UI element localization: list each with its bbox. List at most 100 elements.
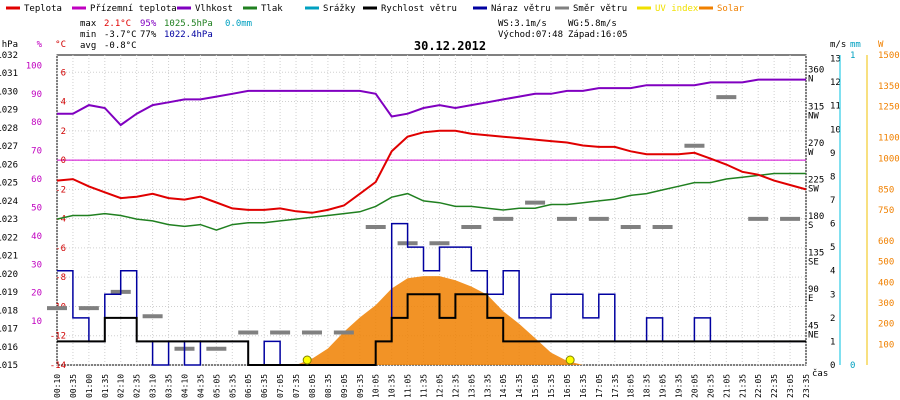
left-axis-tick: 1030 <box>0 87 18 97</box>
right-axis-tick: 1100 <box>878 134 900 144</box>
dir-tick-deg: 315 <box>808 102 824 112</box>
x-tick-label: 00:10 <box>53 374 62 398</box>
x-tick-label: 09:05 <box>340 374 349 398</box>
x-tick-label: 18:05 <box>627 374 636 398</box>
stat-max-hum: 95% <box>140 19 157 29</box>
left-axis-tick: 70 <box>31 147 42 157</box>
right-axis-tick: 0 <box>850 361 855 371</box>
dir-tick-name: NW <box>808 111 819 121</box>
x-tick-label: 14:05 <box>499 374 508 398</box>
x-tick-label: 06:35 <box>260 374 269 398</box>
wind-gust-line <box>57 222 806 366</box>
x-tick-label: 01:00 <box>85 374 94 398</box>
x-tick-label: 19:05 <box>659 374 668 398</box>
x-tick-label: 14:35 <box>515 374 524 398</box>
legend-label: Srážky <box>323 4 356 14</box>
dir-tick-name: N <box>808 75 813 85</box>
right-axis-tick: 600 <box>878 237 894 247</box>
x-tick-label: 13:35 <box>483 374 492 398</box>
x-tick-label: 20:05 <box>690 374 699 398</box>
x-tick-label: 02:35 <box>133 374 142 398</box>
legend-label: Rychlost větru <box>381 4 457 14</box>
x-tick-label: 07:35 <box>292 374 301 398</box>
x-tick-label: 17:05 <box>595 374 604 398</box>
x-tick-label: 19:35 <box>675 374 684 398</box>
right-axis-tick: 13 <box>830 55 841 65</box>
wind-wg: WG:5.8m/s <box>568 19 617 29</box>
left-axis-tick: 50 <box>31 203 42 213</box>
left-axis-tick: 6 <box>61 68 66 78</box>
right-axis-tick: 10 <box>830 125 841 135</box>
legend-label: Teplota <box>24 4 62 14</box>
sunset-marker <box>565 355 575 365</box>
left-axis-tick: -6 <box>55 244 66 254</box>
left-axis-tick: 1015 <box>0 361 18 371</box>
dir-tick-deg: 180 <box>808 212 824 222</box>
left-axis-tick: 30 <box>31 260 42 270</box>
left-axis-tick: 2 <box>61 127 66 137</box>
left-axis-tick: 1024 <box>0 197 18 207</box>
right-axis-tick: 100 <box>878 340 894 350</box>
x-tick-label: 04:35 <box>196 374 205 398</box>
x-tick-label: 12:35 <box>451 374 460 398</box>
stat-max-press: 1025.5hPa <box>164 19 213 29</box>
legend-label: Přízemní teplota <box>90 4 177 14</box>
left-axis-tick: 1023 <box>0 215 18 225</box>
dir-tick-deg: 360 <box>808 66 824 76</box>
temperature-line <box>56 129 807 214</box>
sunrise-time: Východ:07:48 <box>498 30 563 40</box>
left-axis-tick: 1027 <box>0 142 18 152</box>
right-axis-tick: 1500 <box>878 51 900 61</box>
right-axis-tick: 200 <box>878 320 894 330</box>
right-axis-tick: 1 <box>830 337 835 347</box>
x-tick-label: 22:35 <box>770 374 779 398</box>
x-tick-label: 03:35 <box>165 374 174 398</box>
right-axis-tick: 850 <box>878 185 894 195</box>
legend-label: Vlhkost <box>195 4 233 14</box>
legend-label: Tlak <box>261 4 283 14</box>
solar-area <box>57 276 806 365</box>
left-axis-tick: 100 <box>26 61 42 71</box>
right-axis-unit: W <box>878 40 884 50</box>
right-axis-tick: 1350 <box>878 82 900 92</box>
stat-avg-temp: -0.8°C <box>104 41 137 51</box>
right-axis-tick: 3 <box>830 290 835 300</box>
x-tick-label: 16:35 <box>579 374 588 398</box>
legend-label: Solar <box>717 4 745 14</box>
x-tick-label: 00:35 <box>69 374 78 398</box>
x-tick-label: 11:35 <box>420 374 429 398</box>
left-axis-tick: 60 <box>31 175 42 185</box>
dir-tick-deg: 135 <box>808 248 824 258</box>
right-axis-tick: 1 <box>850 51 855 61</box>
left-axis-tick: -8 <box>55 273 66 283</box>
right-axis-tick: 400 <box>878 278 894 288</box>
right-axis-tick: 500 <box>878 258 894 268</box>
dir-tick-deg: 270 <box>808 139 824 149</box>
x-tick-label: 21:05 <box>722 374 731 398</box>
dir-tick-name: S <box>808 221 813 231</box>
stat-min-hum: 77% <box>140 30 157 40</box>
right-axis-tick: 9 <box>830 149 835 159</box>
x-tick-label: 20:35 <box>706 374 715 398</box>
left-axis-tick: 4 <box>61 98 66 108</box>
left-axis-tick: 0 <box>61 156 66 166</box>
left-axis-tick: 1026 <box>0 160 18 170</box>
right-axis-unit: mm <box>850 40 861 50</box>
x-tick-label: 06:05 <box>244 374 253 398</box>
x-tick-label: 21:35 <box>738 374 747 398</box>
left-axis-tick: -2 <box>55 185 66 195</box>
left-axis-tick: 1028 <box>0 124 18 134</box>
legend-label: UV index <box>655 4 699 14</box>
chart-title: 30.12.2012 <box>414 39 486 53</box>
x-tick-label: 01:35 <box>101 374 110 398</box>
right-axis-tick: 2 <box>830 314 835 324</box>
left-axis-unit: % <box>37 40 43 50</box>
x-tick-label: 08:05 <box>308 374 317 398</box>
legend-label: Směr větru <box>573 4 627 14</box>
dir-tick-name: E <box>808 294 813 304</box>
left-axis-tick: 1019 <box>0 288 18 298</box>
right-axis-tick: 750 <box>878 206 894 216</box>
